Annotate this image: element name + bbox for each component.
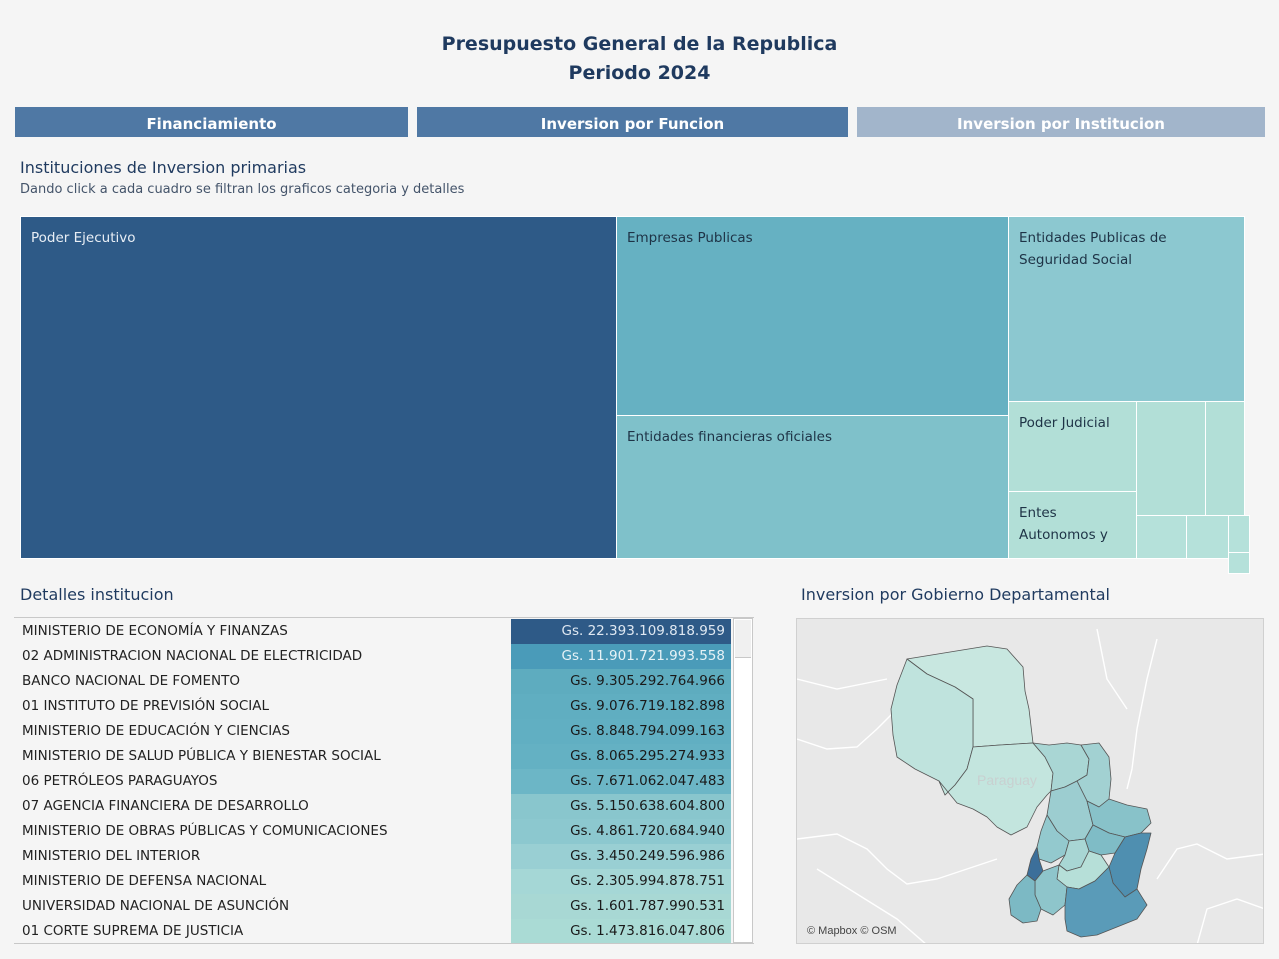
table-row[interactable]: 06 PETRÓLEOS PARAGUAYOS Gs. 7.671.062.047… [14, 769, 732, 794]
title-line-2: Periodo 2024 [568, 62, 711, 84]
table-row[interactable]: MINISTERIO DE EDUCACIÓN Y CIENCIAS Gs. 8.… [14, 719, 732, 744]
institution-name: 01 CORTE SUPREMA DE JUSTICIA [22, 923, 244, 939]
nav-institucion-button[interactable]: Inversion por Institucion [857, 107, 1265, 137]
institution-value: Gs. 4.861.720.684.940 [511, 819, 731, 844]
table-row[interactable]: MINISTERIO DE DEFENSA NACIONAL Gs. 2.305.… [14, 869, 732, 894]
institution-value: Gs. 1.601.787.990.531 [511, 894, 731, 919]
tile-empresas-publicas[interactable]: Empresas Publicas [616, 216, 1009, 416]
tile-small[interactable] [1228, 515, 1250, 553]
title-line-1: Presupuesto General de la Republica [441, 33, 838, 55]
table-row[interactable]: MINISTERIO DE SALUD PÚBLICA Y BIENESTAR … [14, 744, 732, 769]
institution-name: 06 PETRÓLEOS PARAGUAYOS [22, 773, 218, 789]
tile-small[interactable] [1136, 515, 1187, 559]
institution-value: Gs. 7.671.062.047.483 [511, 769, 731, 794]
institution-value: Gs. 9.305.292.764.966 [511, 669, 731, 694]
treemap-title: Instituciones de Inversion primarias [20, 158, 307, 177]
tile-seguridad-social[interactable]: Entidades Publicas de Seguridad Social [1008, 216, 1245, 402]
table-row[interactable]: 01 CORTE SUPREMA DE JUSTICIA Gs. 1.473.81… [14, 919, 732, 943]
treemap-subtitle: Dando click a cada cuadro se filtran los… [20, 182, 465, 197]
table-scrollbar[interactable] [733, 618, 753, 943]
map-region [1008, 874, 1042, 924]
tile-poder-judicial[interactable]: Poder Judicial [1008, 401, 1137, 492]
table-row[interactable]: 01 INSTITUTO DE PREVISIÓN SOCIAL Gs. 9.07… [14, 694, 732, 719]
institution-name: MINISTERIO DE ECONOMÍA Y FINANZAS [22, 623, 288, 639]
institution-name: 02 ADMINISTRACION NACIONAL DE ELECTRICID… [22, 648, 363, 664]
institution-value: Gs. 9.076.719.182.898 [511, 694, 731, 719]
tile-label: Poder Judicial [1019, 415, 1110, 431]
institution-value: Gs. 1.473.816.047.806 [511, 919, 731, 943]
institution-name: MINISTERIO DEL INTERIOR [22, 848, 201, 864]
tile-small[interactable] [1205, 401, 1245, 516]
institution-name: MINISTERIO DE SALUD PÚBLICA Y BIENESTAR … [22, 748, 381, 764]
institution-name: MINISTERIO DE EDUCACIÓN Y CIENCIAS [22, 723, 290, 739]
tile-label: Poder Ejecutivo [31, 230, 136, 246]
map-title: Inversion por Gobierno Departamental [801, 585, 1110, 604]
institution-name: MINISTERIO DE DEFENSA NACIONAL [22, 873, 267, 889]
nav-funcion-button[interactable]: Inversion por Funcion [417, 107, 848, 137]
details-table: MINISTERIO DE ECONOMÍA Y FINANZAS Gs. 22.… [14, 617, 754, 944]
map-region [1064, 866, 1148, 938]
treemap: Poder Ejecutivo Empresas Publicas Entida… [20, 216, 1250, 574]
table-row[interactable]: MINISTERIO DE OBRAS PÚBLICAS Y COMUNICAC… [14, 819, 732, 844]
institution-value: Gs. 2.305.994.878.751 [511, 869, 731, 894]
country-label: Paraguay [977, 772, 1037, 788]
table-row[interactable]: 02 ADMINISTRACION NACIONAL DE ELECTRICID… [14, 644, 732, 669]
institution-name: 07 AGENCIA FINANCIERA DE DESARROLLO [22, 798, 309, 814]
institution-value: Gs. 22.393.109.818.959 [511, 619, 731, 644]
tile-entidades-financieras[interactable]: Entidades financieras oficiales [616, 415, 1009, 559]
institution-value: Gs. 8.848.794.099.163 [511, 719, 731, 744]
tile-small[interactable] [1186, 515, 1229, 559]
table-row[interactable]: MINISTERIO DE ECONOMÍA Y FINANZAS Gs. 22.… [14, 619, 732, 644]
table-row[interactable]: BANCO NACIONAL DE FOMENTO Gs. 9.305.292.7… [14, 669, 732, 694]
tile-small[interactable] [1136, 401, 1206, 516]
tile-label: Entidades Publicas de Seguridad Social [1019, 230, 1167, 268]
table-row[interactable]: MINISTERIO DEL INTERIOR Gs. 3.450.249.596… [14, 844, 732, 869]
map-region [1036, 814, 1070, 864]
nav-financiamiento-button[interactable]: Financiamiento [15, 107, 408, 137]
institution-name: UNIVERSIDAD NACIONAL DE ASUNCIÓN [22, 898, 290, 914]
details-title: Detalles institucion [20, 585, 174, 604]
institution-value: Gs. 11.901.721.993.558 [511, 644, 731, 669]
tile-small[interactable] [1228, 552, 1250, 574]
tile-label: Empresas Publicas [627, 230, 753, 246]
tile-label: Entidades financieras oficiales [627, 429, 832, 445]
tile-label: Entes Autonomos y [1019, 505, 1108, 543]
map-attribution: © Mapbox © OSM [807, 925, 897, 937]
institution-value: Gs. 3.450.249.596.986 [511, 844, 731, 869]
map-svg: Paraguay [797, 628, 1263, 943]
institution-name: 01 INSTITUTO DE PREVISIÓN SOCIAL [22, 698, 270, 714]
institution-name: MINISTERIO DE OBRAS PÚBLICAS Y COMUNICAC… [22, 823, 388, 839]
scrollbar-thumb[interactable] [735, 620, 751, 658]
page-title: Presupuesto General de la Republica Peri… [0, 30, 1279, 88]
table-row[interactable]: 07 AGENCIA FINANCIERA DE DESARROLLO Gs. 5… [14, 794, 732, 819]
tile-poder-ejecutivo[interactable]: Poder Ejecutivo [20, 216, 617, 559]
tile-entes-autonomos[interactable]: Entes Autonomos y [1008, 491, 1137, 559]
institution-name: BANCO NACIONAL DE FOMENTO [22, 673, 240, 689]
table-row[interactable]: UNIVERSIDAD NACIONAL DE ASUNCIÓN Gs. 1.60… [14, 894, 732, 919]
institution-value: Gs. 8.065.295.274.933 [511, 744, 731, 769]
institution-value: Gs. 5.150.638.604.800 [511, 794, 731, 819]
departamental-map[interactable]: Paraguay © Mapbox © OSM [796, 618, 1264, 944]
